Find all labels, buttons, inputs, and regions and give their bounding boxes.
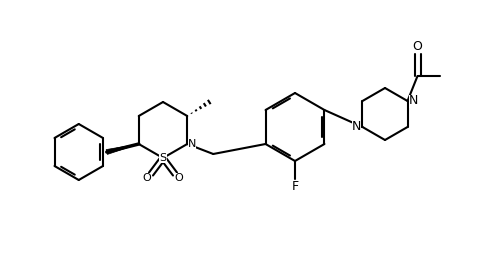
Text: N: N — [352, 120, 361, 134]
Text: O: O — [175, 173, 184, 183]
Text: F: F — [291, 181, 299, 194]
Text: N: N — [188, 139, 196, 149]
Text: N: N — [409, 94, 418, 107]
Text: O: O — [143, 173, 152, 183]
Text: S: S — [159, 153, 167, 163]
Text: O: O — [413, 40, 423, 53]
Polygon shape — [106, 144, 139, 154]
